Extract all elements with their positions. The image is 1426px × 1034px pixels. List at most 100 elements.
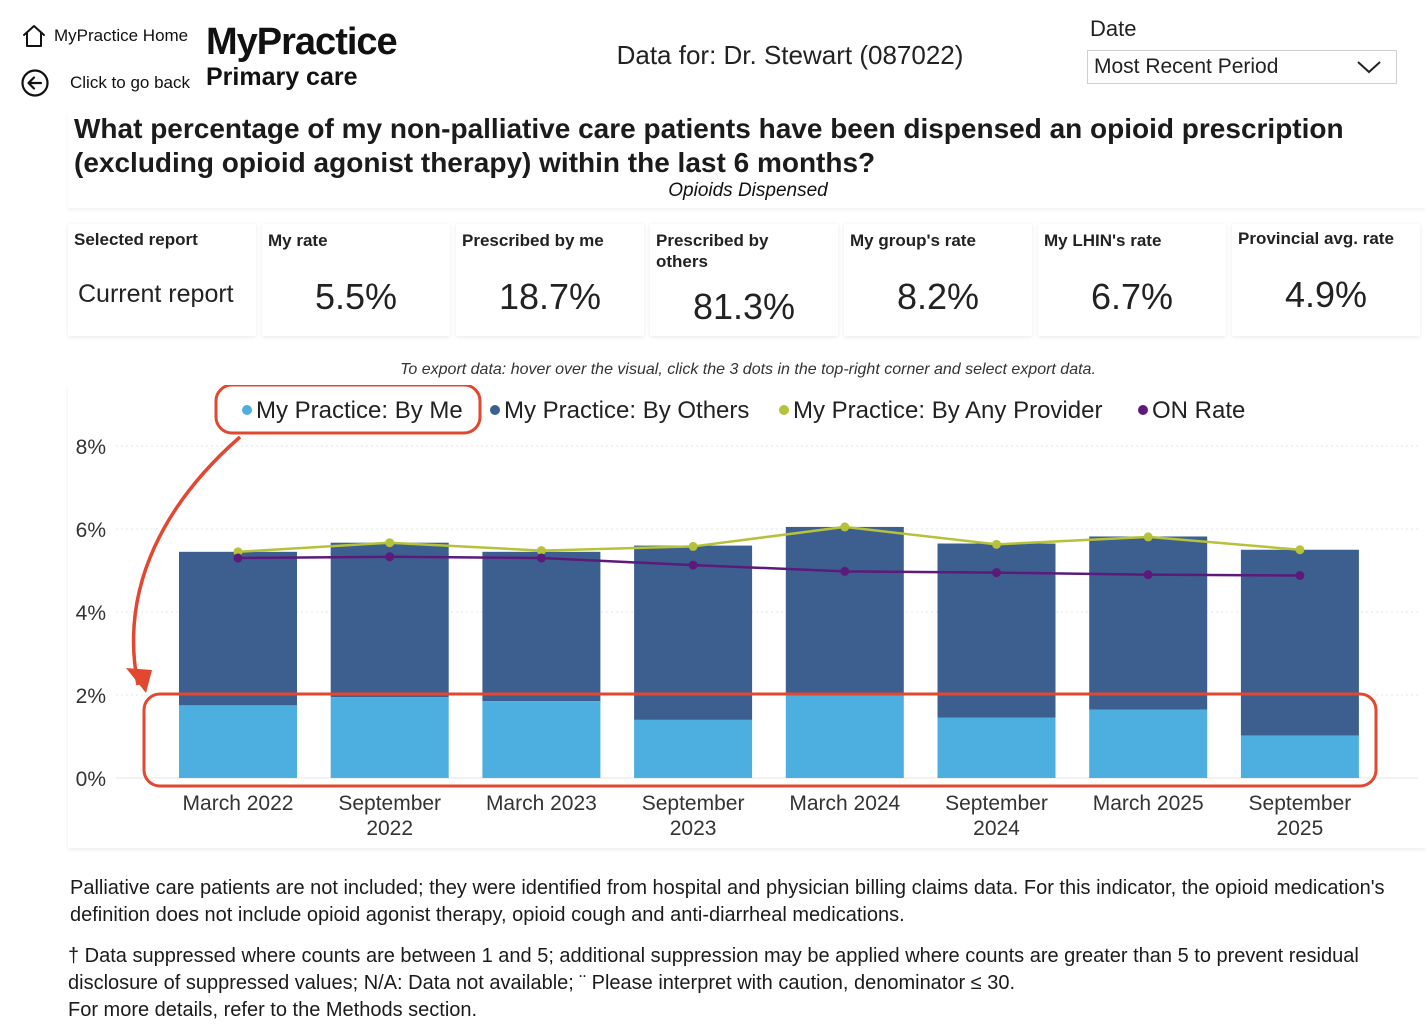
y-tick-label: 8% (76, 436, 106, 459)
bar-by-me (937, 717, 1056, 778)
kpi-value: 81.3% (692, 286, 796, 327)
home-icon (20, 22, 48, 50)
methods-footnote: For more details, refer to the Methods s… (68, 999, 478, 1021)
kpi-label: Selected report (74, 230, 198, 249)
bar-by-me (330, 697, 449, 778)
kpi-value: 6.7% (1090, 276, 1174, 317)
kpi-value: 4.9% (1284, 274, 1368, 315)
on-rate-point (1143, 570, 1153, 580)
bar-by-me (1240, 735, 1359, 778)
kpi-provincial-rate: Provincial avg. rate 4.9% (1232, 224, 1420, 336)
bar-by-others (330, 542, 449, 698)
x-tick-label: September 2025 (1249, 792, 1352, 840)
indicator-subtitle: Opioids Dispensed (668, 180, 828, 201)
any-provider-point (840, 522, 850, 532)
question-panel: What percentage of my non-palliative car… (68, 112, 1426, 208)
kpi-label: My group's rate (850, 231, 976, 250)
bar-by-me (785, 695, 904, 778)
bar-by-others (785, 526, 904, 695)
x-tick-label: March 2025 (1093, 792, 1204, 815)
legend-label: My Practice: By Any Provider (793, 397, 1102, 424)
kpi-prescribed-by-me: Prescribed by me 18.7% (456, 224, 644, 336)
annotation-arrowhead-icon (126, 668, 152, 693)
legend-highlight-box (214, 385, 482, 435)
any-provider-point (688, 541, 698, 551)
bar-by-others (634, 545, 753, 720)
legend-marker (242, 405, 252, 415)
bar-by-others (1089, 536, 1208, 710)
back-link[interactable]: Click to go back (20, 68, 190, 98)
kpi-label: Prescribed by me (462, 231, 604, 250)
bar-by-others (1240, 549, 1359, 736)
home-link-label: MyPractice Home (54, 26, 189, 45)
x-tick-label: March 2023 (486, 792, 597, 815)
legend-marker (1138, 405, 1148, 415)
kpi-value: 18.7% (498, 276, 602, 317)
suppression-footnote: † Data suppressed where counts are betwe… (68, 945, 1359, 994)
physician-header: Data for: Dr. Stewart (087022) (616, 40, 964, 70)
any-provider-point (233, 547, 243, 557)
logo-subtitle: Primary care (206, 63, 358, 91)
legend-label: My Practice: By Me (256, 397, 463, 424)
kpi-label: Prescribed by others (656, 231, 769, 271)
bar-by-me (482, 701, 601, 778)
legend-marker (779, 405, 789, 415)
palliative-footnote: Palliative care patients are not include… (70, 877, 1385, 926)
on-rate-point (1295, 570, 1305, 580)
bar-by-me (179, 705, 297, 778)
opioid-stacked-bar-chart[interactable]: 8% 6% 4% 2% 0% March 2022 September 2022 March 2… (68, 385, 1426, 848)
on-rate-point (840, 566, 850, 576)
bar-by-others (179, 551, 297, 706)
x-tick-label: March 2022 (183, 792, 294, 815)
kpi-value: 8.2% (896, 276, 980, 317)
any-provider-point (992, 539, 1001, 549)
x-tick-label: September 2024 (945, 792, 1048, 840)
y-tick-label: 0% (76, 768, 106, 791)
kpi-value: 5.5% (314, 276, 398, 317)
x-tick-label: March 2024 (789, 792, 900, 815)
x-tick-label: September 2023 (642, 792, 745, 840)
back-link-label: Click to go back (70, 73, 190, 92)
any-provider-point (536, 546, 546, 556)
kpi-value: Current report (78, 280, 234, 308)
on-rate-point (385, 552, 395, 562)
bar-by-others (482, 551, 601, 702)
any-provider-point (385, 538, 395, 548)
any-provider-line (237, 525, 1301, 554)
any-provider-point (1295, 545, 1305, 555)
kpi-lhin-rate: My LHIN's rate 6.7% (1038, 224, 1226, 336)
on-rate-point (688, 560, 698, 570)
any-provider-point (1143, 532, 1153, 542)
y-tick-label: 6% (76, 519, 106, 542)
export-instructions: To export data: hover over the visual, c… (400, 361, 1096, 378)
kpi-label: Provincial avg. rate (1238, 229, 1394, 248)
back-arrow-icon (20, 68, 50, 98)
date-filter-label: Date (1090, 16, 1137, 41)
kpi-group-rate: My group's rate 8.2% (844, 224, 1032, 336)
y-tick-label: 4% (76, 602, 106, 625)
legend-label: ON Rate (1152, 397, 1245, 424)
annotation-arrow-icon (131, 435, 242, 686)
on-rate-point (536, 553, 546, 563)
kpi-selected-report: Selected report Current report (68, 224, 256, 336)
legend-marker (490, 405, 500, 415)
x-tick-label: September 2022 (338, 792, 441, 840)
logo-title: MyPractice (206, 21, 398, 63)
question-title: What percentage of my non-palliative car… (74, 113, 1344, 178)
kpi-label: My LHIN's rate (1044, 231, 1162, 250)
date-filter-dropdown[interactable]: Most Recent Period (1087, 50, 1397, 84)
kpi-prescribed-by-others: Prescribed by others 81.3% (650, 224, 838, 336)
y-tick-label: 2% (76, 685, 106, 708)
bar-by-me (634, 719, 753, 778)
on-rate-point (992, 568, 1001, 578)
chevron-down-icon (1356, 57, 1382, 82)
kpi-label: My rate (268, 231, 328, 250)
opioid-chart-panel[interactable]: 8% 6% 4% 2% 0% March 2022 September 2022 March 2… (68, 385, 1426, 848)
on-rate-line (237, 555, 1300, 577)
kpi-my-rate: My rate 5.5% (262, 224, 450, 336)
date-filter-value: Most Recent Period (1094, 55, 1279, 78)
home-link[interactable]: MyPractice Home (20, 22, 188, 50)
legend-label: My Practice: By Others (504, 397, 749, 424)
on-rate-point (233, 553, 243, 563)
bar-by-me (1089, 709, 1208, 778)
